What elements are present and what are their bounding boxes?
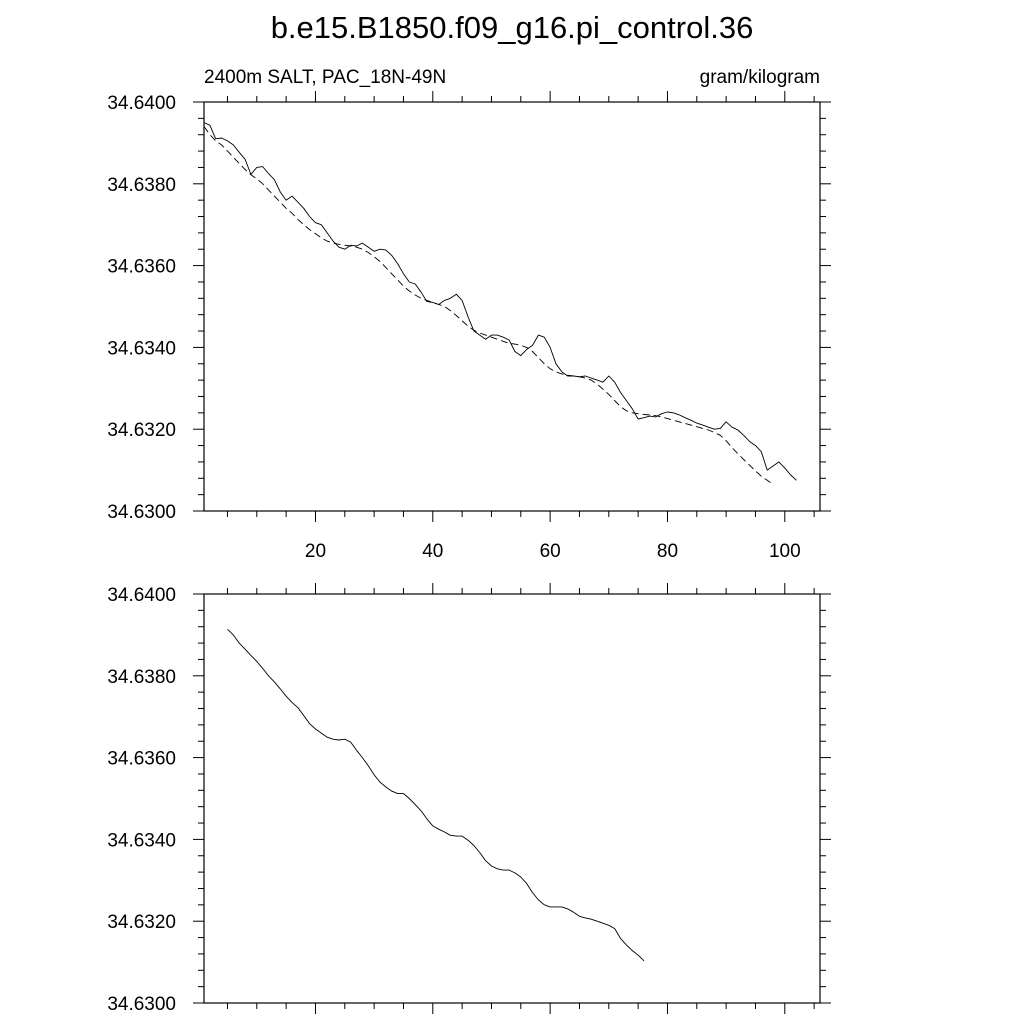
top-plot-x-tick-label: 20 (305, 541, 326, 562)
bottom-plot-y-tick-labels: 34.6300 34.6320 34.6340 34.6360 34.6380 34.64… (107, 585, 176, 1015)
top-plot-x-tick-label: 40 (422, 541, 443, 562)
variable-label: 2400m SALT, PAC_18N-49N (204, 67, 446, 88)
top-plot-y-tick-label: 34.6300 (107, 502, 176, 523)
bottom-plot-y-tick-label: 34.6320 (107, 912, 176, 933)
top-plot-trend-line (203, 126, 774, 485)
top-plot-x-tick-label: 100 (769, 541, 801, 562)
bottom-plot-series (227, 628, 645, 962)
top-plot-x-tick-label: 80 (657, 541, 678, 562)
bottom-plot-ticks (193, 583, 831, 1014)
units-label: gram/kilogram (700, 67, 820, 88)
bottom-plot-y-tick-label: 34.6300 (107, 994, 176, 1015)
top-plot-ticks (193, 91, 831, 522)
top-plot-series (203, 122, 797, 485)
top-plot-y-tick-label: 34.6340 (107, 338, 176, 359)
top-plot-y-tick-label: 34.6360 (107, 257, 176, 278)
bottom-plot-y-tick-label: 34.6400 (107, 585, 176, 606)
top-plot-x-tick-label: 60 (540, 541, 561, 562)
top-plot-panel: 34.6300 34.6320 34.6340 34.6360 34.6380 34.64… (107, 91, 831, 562)
top-plot-y-tick-labels: 34.6300 34.6320 34.6340 34.6360 34.6380 34.64… (107, 93, 176, 523)
top-plot-y-tick-label: 34.6400 (107, 93, 176, 114)
bottom-plot-data-line (227, 628, 645, 962)
bottom-plot-y-tick-label: 34.6340 (107, 830, 176, 851)
top-plot-data-line (203, 122, 797, 481)
bottom-plot-y-tick-label: 34.6380 (107, 667, 176, 688)
top-plot-frame (203, 101, 821, 512)
top-plot-y-tick-label: 34.6380 (107, 175, 176, 196)
bottom-plot-panel: 34.6300 34.6320 34.6340 34.6360 34.6380 34.64… (107, 583, 831, 1015)
figure-title: b.e15.B1850.f09_g16.pi_control.36 (271, 10, 754, 45)
top-plot-x-tick-labels: 20 40 60 80 100 (305, 541, 801, 562)
top-plot-y-tick-label: 34.6320 (107, 420, 176, 441)
bottom-plot-y-tick-label: 34.6360 (107, 749, 176, 770)
bottom-plot-frame (203, 593, 821, 1004)
